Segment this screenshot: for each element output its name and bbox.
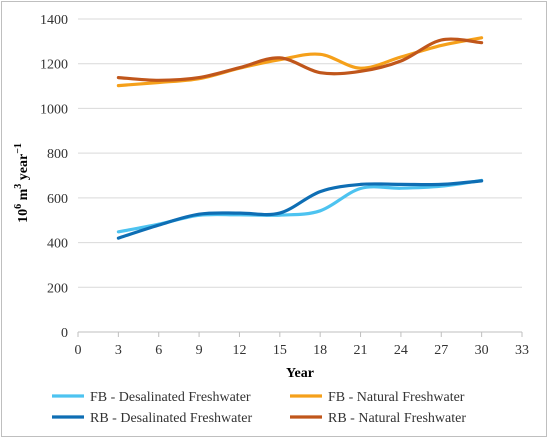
x-axis-label: Year	[286, 366, 314, 381]
y-tick-label: 1400	[40, 13, 68, 28]
y-tick-labels: 0 200 400 600 800 1000 1200 1400	[40, 13, 68, 341]
legend-label: FB - Natural Freshwater	[328, 390, 465, 405]
legend-label: RB - Natural Freshwater	[328, 411, 466, 426]
y-axis-label: 106 m3 year−1	[13, 143, 31, 223]
legend-label: FB - Desalinated Freshwater	[90, 390, 251, 405]
y-tick-label: 1200	[40, 58, 68, 73]
x-tick-label: 27	[434, 343, 448, 358]
x-tick-label: 15	[273, 343, 287, 358]
x-tick-label: 9	[196, 343, 203, 358]
x-tick-label: 21	[354, 343, 368, 358]
legend: FB - Desalinated Freshwater FB - Natural …	[52, 390, 466, 426]
y-label-exponent-2: 3	[13, 184, 24, 189]
series-lines	[116, 36, 484, 240]
y-tick-label: 1000	[40, 102, 68, 117]
series-fb-desalinated-line	[116, 178, 484, 234]
y-label-exponent-3: −1	[13, 143, 24, 154]
y-label-mid: m	[16, 188, 31, 204]
x-tick-label: 12	[232, 343, 246, 358]
y-tick-label: 0	[61, 326, 68, 341]
x-tick-label: 0	[75, 343, 82, 358]
axes	[77, 331, 523, 337]
x-tick-label: 18	[313, 343, 327, 358]
y-tick-label: 800	[47, 147, 68, 162]
legend-label: RB - Desalinated Freshwater	[90, 411, 252, 426]
gridlines	[78, 18, 522, 288]
x-tick-label: 33	[515, 343, 529, 358]
x-tick-label: 3	[115, 343, 122, 358]
series-rb-natural-line	[116, 37, 484, 82]
x-tick-label: 30	[475, 343, 489, 358]
y-tick-label: 400	[47, 237, 68, 252]
y-label-exponent-1: 6	[13, 204, 24, 209]
x-tick-label: 24	[394, 343, 408, 358]
series-rb-desalinated-line	[116, 179, 484, 240]
y-label-base: 10	[16, 209, 31, 223]
x-tick-label: 6	[155, 343, 162, 358]
y-tick-label: 200	[47, 281, 68, 296]
y-label-tail: year	[16, 154, 31, 184]
x-tick-labels: 0 3 6 9 12 15 18 21 24 27 30 33	[75, 343, 530, 358]
y-tick-label: 600	[47, 192, 68, 207]
